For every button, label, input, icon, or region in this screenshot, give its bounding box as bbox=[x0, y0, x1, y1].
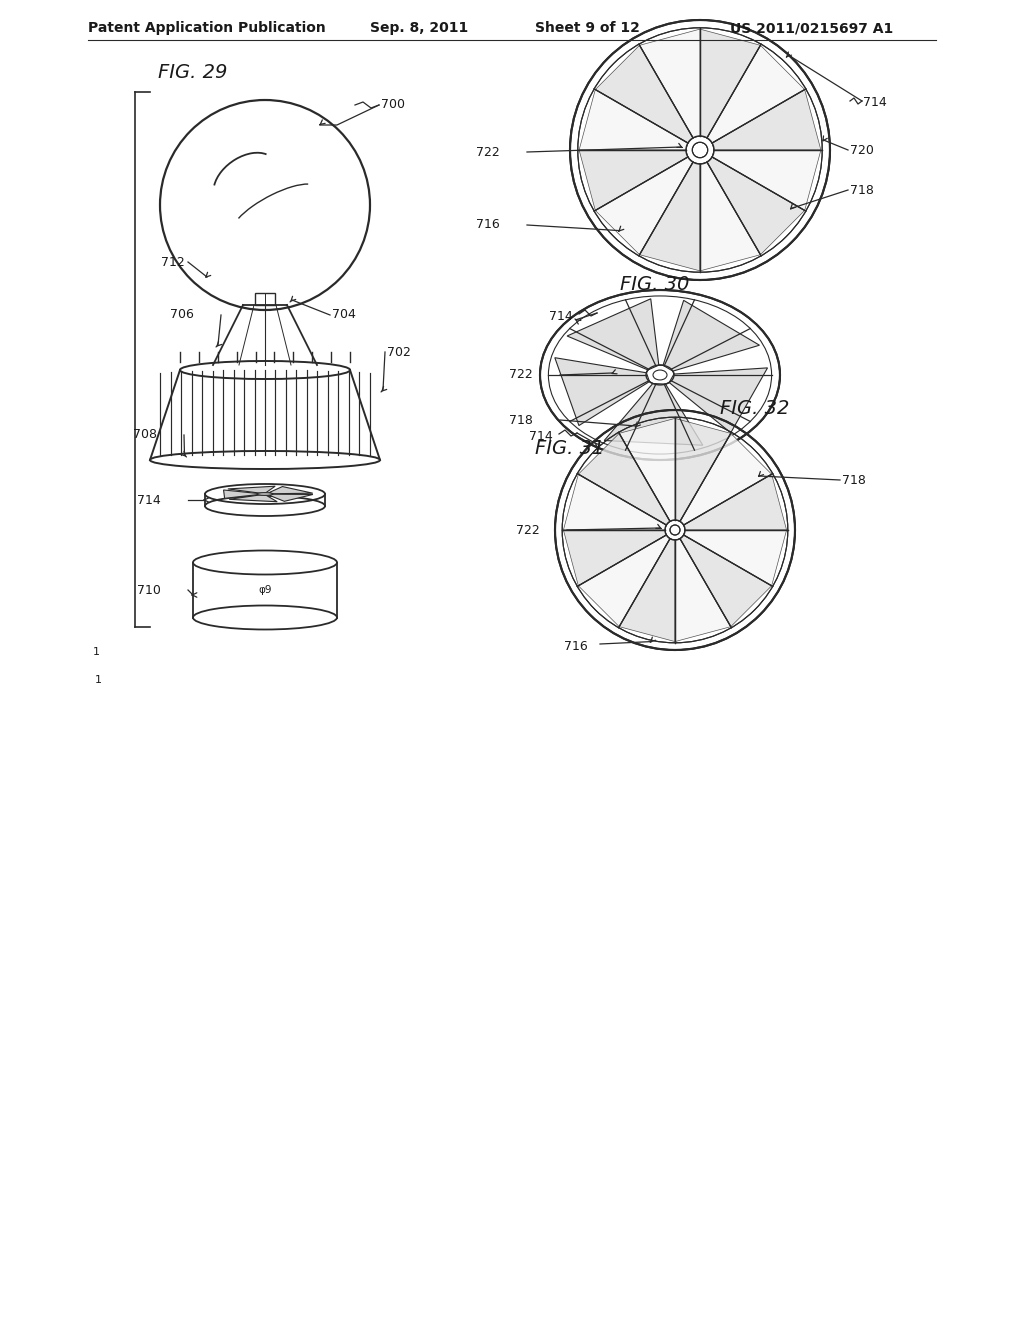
Text: 716: 716 bbox=[564, 640, 588, 653]
Text: 718: 718 bbox=[842, 474, 866, 487]
Text: 714: 714 bbox=[529, 429, 553, 442]
Polygon shape bbox=[620, 539, 675, 642]
Text: 722: 722 bbox=[516, 524, 540, 536]
Text: 1: 1 bbox=[95, 675, 102, 685]
Polygon shape bbox=[712, 90, 821, 150]
Polygon shape bbox=[269, 494, 313, 502]
Polygon shape bbox=[712, 150, 821, 210]
Polygon shape bbox=[580, 150, 688, 210]
Text: 716: 716 bbox=[476, 219, 500, 231]
Polygon shape bbox=[664, 301, 760, 371]
Polygon shape bbox=[675, 539, 731, 642]
Text: FIG. 31: FIG. 31 bbox=[535, 438, 604, 458]
Polygon shape bbox=[268, 487, 312, 494]
Polygon shape bbox=[595, 157, 693, 255]
Polygon shape bbox=[595, 45, 693, 143]
Text: 722: 722 bbox=[476, 145, 500, 158]
Polygon shape bbox=[223, 490, 258, 499]
Text: Sep. 8, 2011: Sep. 8, 2011 bbox=[370, 21, 468, 36]
Text: 712: 712 bbox=[161, 256, 184, 268]
Text: Patent Application Publication: Patent Application Publication bbox=[88, 21, 326, 36]
Text: 708: 708 bbox=[133, 429, 157, 441]
Polygon shape bbox=[684, 474, 786, 531]
Polygon shape bbox=[563, 531, 667, 586]
Polygon shape bbox=[567, 298, 658, 370]
Polygon shape bbox=[640, 162, 700, 271]
Text: 714: 714 bbox=[137, 494, 161, 507]
Text: 714: 714 bbox=[549, 309, 573, 322]
Polygon shape bbox=[604, 384, 702, 445]
Text: 714: 714 bbox=[863, 96, 887, 110]
Polygon shape bbox=[684, 531, 786, 586]
Text: 718: 718 bbox=[850, 183, 873, 197]
Polygon shape bbox=[580, 90, 688, 150]
Text: US 2011/0215697 A1: US 2011/0215697 A1 bbox=[730, 21, 893, 36]
Polygon shape bbox=[579, 535, 670, 627]
Polygon shape bbox=[563, 474, 667, 531]
Polygon shape bbox=[227, 486, 275, 494]
Text: FIG. 29: FIG. 29 bbox=[158, 62, 227, 82]
Polygon shape bbox=[680, 433, 772, 525]
Text: Sheet 9 of 12: Sheet 9 of 12 bbox=[535, 21, 640, 36]
Text: 702: 702 bbox=[387, 346, 411, 359]
Text: 704: 704 bbox=[332, 309, 356, 322]
Polygon shape bbox=[555, 358, 649, 425]
Text: φ9: φ9 bbox=[258, 585, 271, 595]
Text: FIG. 32: FIG. 32 bbox=[720, 399, 790, 417]
Text: 706: 706 bbox=[170, 309, 194, 322]
Polygon shape bbox=[700, 29, 761, 137]
Text: 718: 718 bbox=[509, 413, 534, 426]
Polygon shape bbox=[229, 495, 278, 502]
Text: 700: 700 bbox=[381, 99, 406, 111]
Polygon shape bbox=[640, 29, 700, 137]
Polygon shape bbox=[669, 368, 768, 433]
Polygon shape bbox=[707, 45, 805, 143]
Polygon shape bbox=[579, 433, 670, 525]
Text: FIG. 30: FIG. 30 bbox=[620, 276, 689, 294]
Polygon shape bbox=[620, 418, 675, 521]
Ellipse shape bbox=[257, 492, 273, 495]
Polygon shape bbox=[707, 157, 805, 255]
Polygon shape bbox=[680, 535, 772, 627]
Polygon shape bbox=[700, 162, 761, 271]
Text: 722: 722 bbox=[509, 368, 534, 381]
Polygon shape bbox=[675, 418, 731, 521]
Text: 1: 1 bbox=[93, 647, 100, 657]
Text: 720: 720 bbox=[850, 144, 873, 157]
Text: 710: 710 bbox=[137, 583, 161, 597]
